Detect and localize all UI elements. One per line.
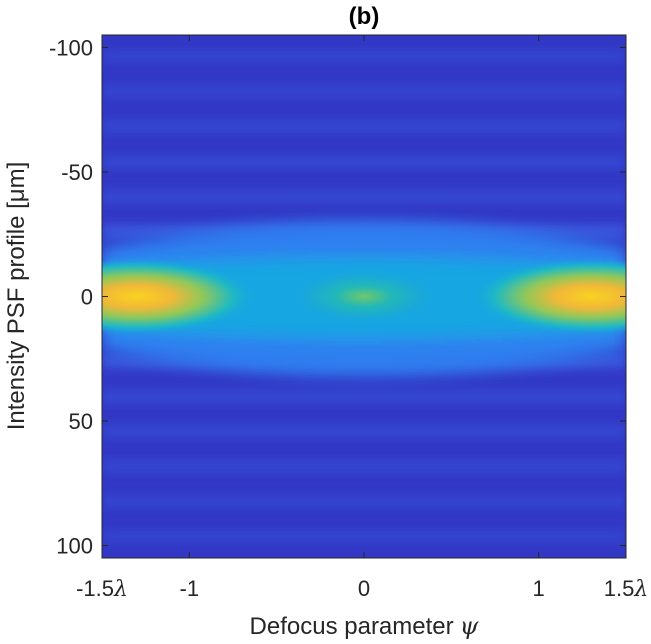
intensity-peak-1 xyxy=(294,270,434,323)
x-tick-num-0: -1.5 xyxy=(76,576,114,601)
heatmap-image xyxy=(102,35,626,558)
side-lobe-band-lower-6 xyxy=(102,532,626,541)
x-tick-num-4: 1.5 xyxy=(604,576,635,601)
side-lobe-band-upper-6 xyxy=(102,52,626,61)
y-tick-label-4: 100 xyxy=(56,534,93,559)
x-axis-ticks: -1.5λ -1 0 1 1.5λ xyxy=(76,35,648,602)
side-lobe-band-upper-4 xyxy=(102,121,626,132)
side-lobe-band-upper-2 xyxy=(102,190,626,203)
side-lobe-band-upper-5 xyxy=(102,87,626,96)
x-tick-lambda-4: λ xyxy=(633,577,648,602)
x-tick-label-3: 1 xyxy=(533,576,545,601)
y-tick-label-0: -100 xyxy=(49,35,93,60)
x-axis-label: Defocus parameter ψ xyxy=(250,612,480,640)
side-lobe-band-lower-3 xyxy=(102,426,626,437)
x-tick-num-3: 1 xyxy=(533,576,545,601)
y-tick-label-2: 0 xyxy=(81,285,93,310)
x-tick-num-1: -1 xyxy=(180,576,200,601)
x-axis-label-text: Defocus parameter xyxy=(250,613,454,640)
y-axis-ticks: -100 -50 0 50 100 xyxy=(49,35,626,559)
x-tick-label-2: 0 xyxy=(358,576,370,601)
y-tick-label-1: -50 xyxy=(61,160,93,185)
intensity-peak-2 xyxy=(471,258,626,335)
intensity-peak-0 xyxy=(102,258,257,335)
side-lobe-band-lower-2 xyxy=(102,390,626,403)
side-lobe-band-upper-3 xyxy=(102,156,626,167)
intensity-peaks xyxy=(102,258,626,335)
x-tick-label-1: -1 xyxy=(180,576,200,601)
x-tick-lambda-0: λ xyxy=(113,577,128,602)
y-axis-label: Intensity PSF profile [μm] xyxy=(3,162,30,431)
side-lobe-band-lower-5 xyxy=(102,497,626,506)
y-tick-label-3: 50 xyxy=(69,409,93,434)
x-tick-label-4: 1.5λ xyxy=(604,576,649,602)
x-tick-num-2: 0 xyxy=(358,576,370,601)
x-tick-label-0: -1.5λ xyxy=(76,576,128,602)
side-lobe-band-lower-4 xyxy=(102,461,626,472)
chart-title: (b) xyxy=(349,3,380,30)
x-axis-label-symbol: ψ xyxy=(460,612,480,640)
